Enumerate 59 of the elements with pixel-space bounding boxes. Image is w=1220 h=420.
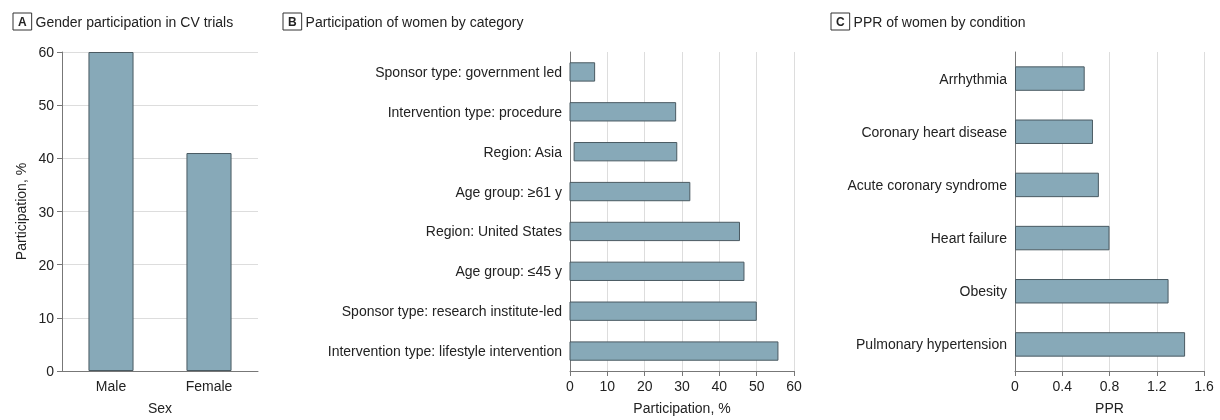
x-tick-label: Male [95,378,127,394]
x-tick-label: 0.4 [1052,378,1073,394]
y-tick-label: Region: Asia [483,143,563,160]
y-tick-label: 0 [46,363,55,379]
y-tick-label: Sponsor type: research institute-led [341,303,562,320]
y-tick-label: Arrhythmia [939,70,1008,87]
y-tick-label: 40 [38,150,55,167]
chart-title: Gender participation in CV trials [31,13,234,30]
x-tick-label: 1.6 [1194,378,1214,394]
x-tick-label: 50 [748,378,765,394]
y-tick-label: Acute coronary syndrome [847,176,1008,193]
text: B [288,15,297,29]
bar [569,221,740,242]
text: A [18,15,27,29]
y-tick-label: Intervention type: lifestyle intervention [327,343,562,360]
y-tick-label: Age group: ≤45 y [455,263,562,280]
bar [1015,279,1169,304]
y-tick-label: Obesity [959,283,1007,300]
y-tick-label: Heart failure [930,230,1008,247]
text: Participation of women by category [301,13,524,30]
bar [1015,225,1110,251]
x-tick-label: 40 [711,378,728,394]
y-axis-title: Participation, % [12,162,29,261]
x-tick-label: 0.8 [1099,378,1120,394]
y-tick-label: 30 [38,203,55,220]
y-tick-label: 20 [38,256,55,273]
y-tick-label: Coronary heart disease [861,123,1008,140]
x-tick-label: 0 [1011,378,1020,394]
x-tick-label: 30 [674,378,690,394]
y-tick-label: Sponsor type: government led [375,63,562,80]
x-tick-label: 0 [566,378,575,394]
bar [573,142,678,162]
bar [1015,332,1186,357]
bar [569,301,757,321]
bar [569,261,745,281]
x-axis-title: PPR [1095,400,1124,416]
bar [569,62,596,82]
chart-title: PPR of women by condition [849,13,1026,30]
bar [569,181,691,202]
bar [1015,119,1093,144]
x-axis-title: Participation, % [633,400,731,416]
bar [1015,66,1085,91]
bar [1015,172,1099,198]
x-tick-label: 20 [636,378,653,394]
y-tick-label: 60 [38,44,55,60]
text: C [836,15,845,29]
y-tick-label: Region: United States [425,223,562,240]
x-tick-label: 1.2 [1147,378,1167,394]
x-tick-label: Female [185,378,233,394]
y-tick-label: Intervention type: procedure [387,103,563,120]
x-tick-label: 60 [786,378,802,394]
bar [569,341,779,361]
x-tick-label: 10 [599,378,616,394]
y-tick-label: 50 [38,97,55,114]
bar [569,102,677,122]
y-tick-label: 10 [38,309,55,326]
x-axis-title: Sex [147,400,173,416]
y-tick-label: Age group: ≥61 y [455,183,562,200]
y-tick-label: Pulmonary hypertension [856,336,1007,353]
